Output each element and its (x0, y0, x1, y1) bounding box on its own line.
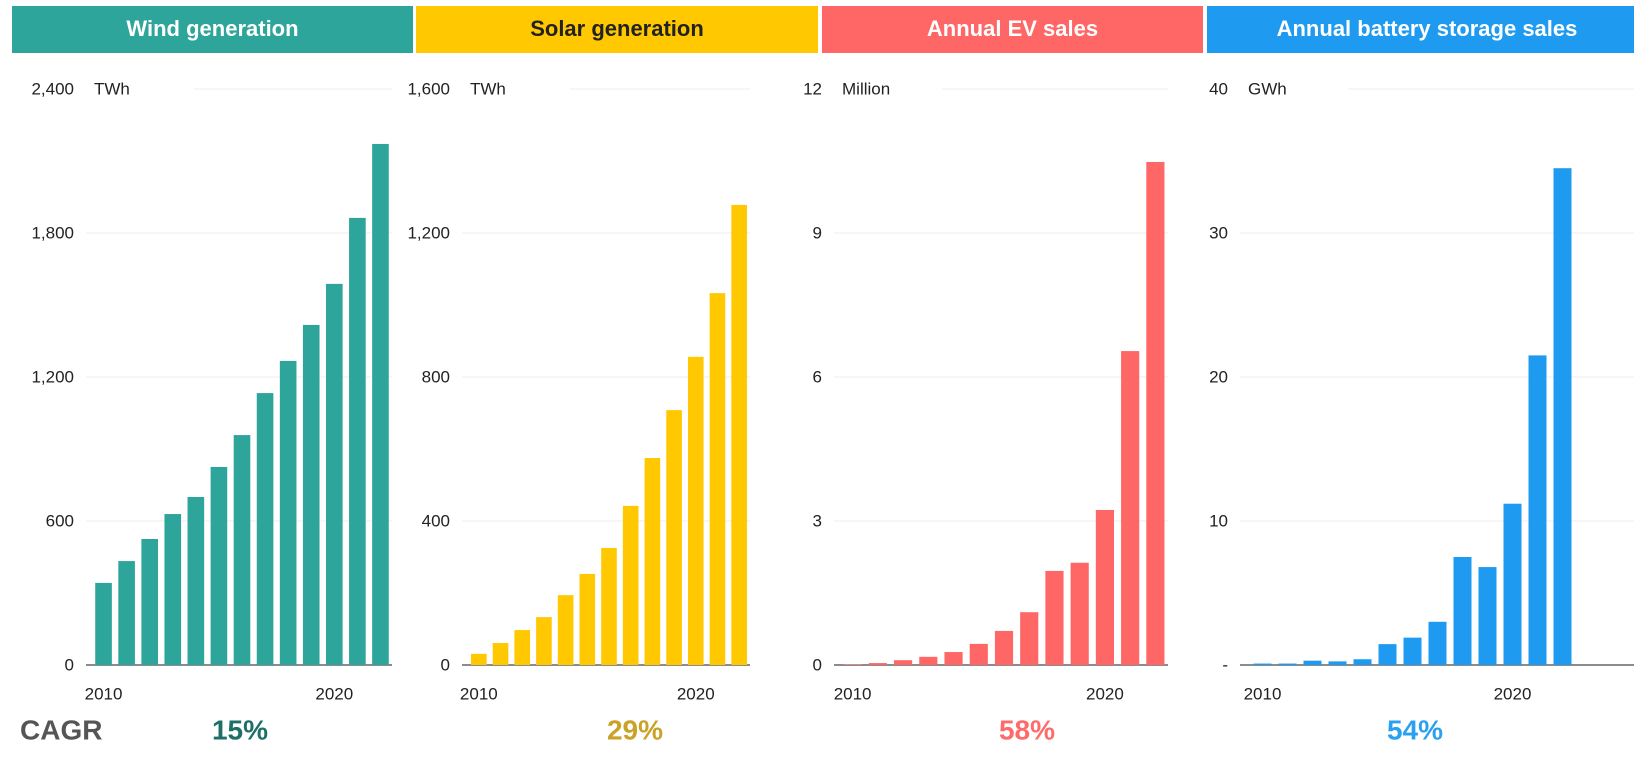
bar (141, 539, 158, 665)
x-tick-label: 2010 (1244, 684, 1282, 703)
bar (969, 643, 988, 665)
header (1207, 6, 1634, 53)
y-tick-label: 9 (813, 223, 822, 242)
bar (1095, 509, 1115, 665)
bar (687, 356, 704, 665)
x-tick-label: 2010 (85, 684, 123, 703)
chart-title: Annual EV sales (927, 16, 1098, 41)
unit-label: TWh (94, 79, 130, 98)
y-tick-label: 1,800 (31, 223, 74, 242)
chart-title: Wind generation (126, 16, 298, 41)
bar (944, 652, 963, 665)
y-tick-label: 600 (46, 511, 74, 530)
bar (1146, 161, 1165, 665)
header (416, 6, 818, 53)
y-tick-label: 2,400 (31, 79, 74, 98)
bar (1045, 570, 1064, 665)
bar (187, 497, 205, 665)
chart-title: Annual battery storage sales (1277, 16, 1578, 41)
x-tick-label: 2020 (677, 684, 715, 703)
bar (1303, 660, 1322, 665)
y-tick-label: 1,600 (407, 79, 450, 98)
bar (1553, 168, 1572, 665)
bar (492, 643, 509, 665)
header (12, 6, 413, 53)
y-tick-label: 0 (813, 655, 822, 674)
bar (601, 548, 617, 665)
bar (1253, 663, 1272, 665)
bar (1020, 612, 1039, 665)
y-tick-label: 1,200 (407, 223, 450, 242)
bar (709, 293, 726, 665)
bar (994, 630, 1014, 665)
y-tick-label: 20 (1209, 367, 1228, 386)
bar (1070, 562, 1089, 665)
bar (1503, 503, 1522, 665)
y-tick-label: 0 (65, 655, 74, 674)
x-tick-label: 2020 (315, 684, 353, 703)
cagr-value: 29% (607, 714, 663, 745)
unit-label: GWh (1248, 79, 1287, 98)
bar (514, 630, 531, 665)
bar (579, 573, 596, 665)
bar (1528, 355, 1547, 665)
bar (471, 653, 487, 665)
unit-label: TWh (470, 79, 506, 98)
bar (919, 656, 938, 665)
x-tick-label: 2020 (1086, 684, 1124, 703)
bar (731, 204, 747, 666)
bar (1378, 644, 1397, 665)
bar (893, 660, 913, 665)
x-tick-label: 2020 (1494, 684, 1532, 703)
bar (1278, 663, 1297, 665)
bar (1403, 637, 1422, 665)
cagr-value: 54% (1387, 714, 1443, 745)
bar (1121, 351, 1140, 665)
bar (1353, 659, 1372, 665)
y-tick-label: 400 (422, 511, 450, 530)
bar (256, 393, 274, 665)
bar (557, 595, 574, 665)
bar (164, 514, 182, 665)
bar (622, 505, 639, 665)
chart-title: Solar generation (530, 16, 704, 41)
header (822, 6, 1203, 53)
bar (1453, 557, 1472, 665)
y-tick-label: 1,200 (31, 367, 74, 386)
bar (644, 458, 661, 665)
bar (349, 217, 366, 665)
bar (536, 617, 552, 665)
x-tick-label: 2010 (460, 684, 498, 703)
cagr-value: 15% (212, 714, 268, 745)
y-tick-label: - (1222, 655, 1228, 674)
bar (95, 582, 112, 665)
bar (868, 663, 887, 665)
y-tick-label: 40 (1209, 79, 1228, 98)
y-tick-label: 0 (441, 655, 450, 674)
y-tick-label: 6 (813, 367, 822, 386)
cagr-label: CAGR (20, 714, 102, 745)
bar (372, 143, 389, 665)
bar (118, 561, 135, 665)
bar (233, 435, 251, 665)
bar (1478, 567, 1497, 665)
bar (326, 283, 343, 665)
x-tick-label: 2010 (834, 684, 872, 703)
bar (210, 467, 228, 665)
bar (302, 324, 320, 665)
bar (1328, 661, 1347, 665)
y-tick-label: 30 (1209, 223, 1228, 242)
unit-label: Million (842, 79, 890, 98)
y-tick-label: 10 (1209, 511, 1228, 530)
bar (279, 360, 297, 665)
bar (1428, 621, 1447, 665)
y-tick-label: 3 (813, 511, 822, 530)
y-tick-label: 800 (422, 367, 450, 386)
y-tick-label: 12 (803, 79, 822, 98)
bar (666, 410, 682, 665)
cagr-value: 58% (999, 714, 1055, 745)
